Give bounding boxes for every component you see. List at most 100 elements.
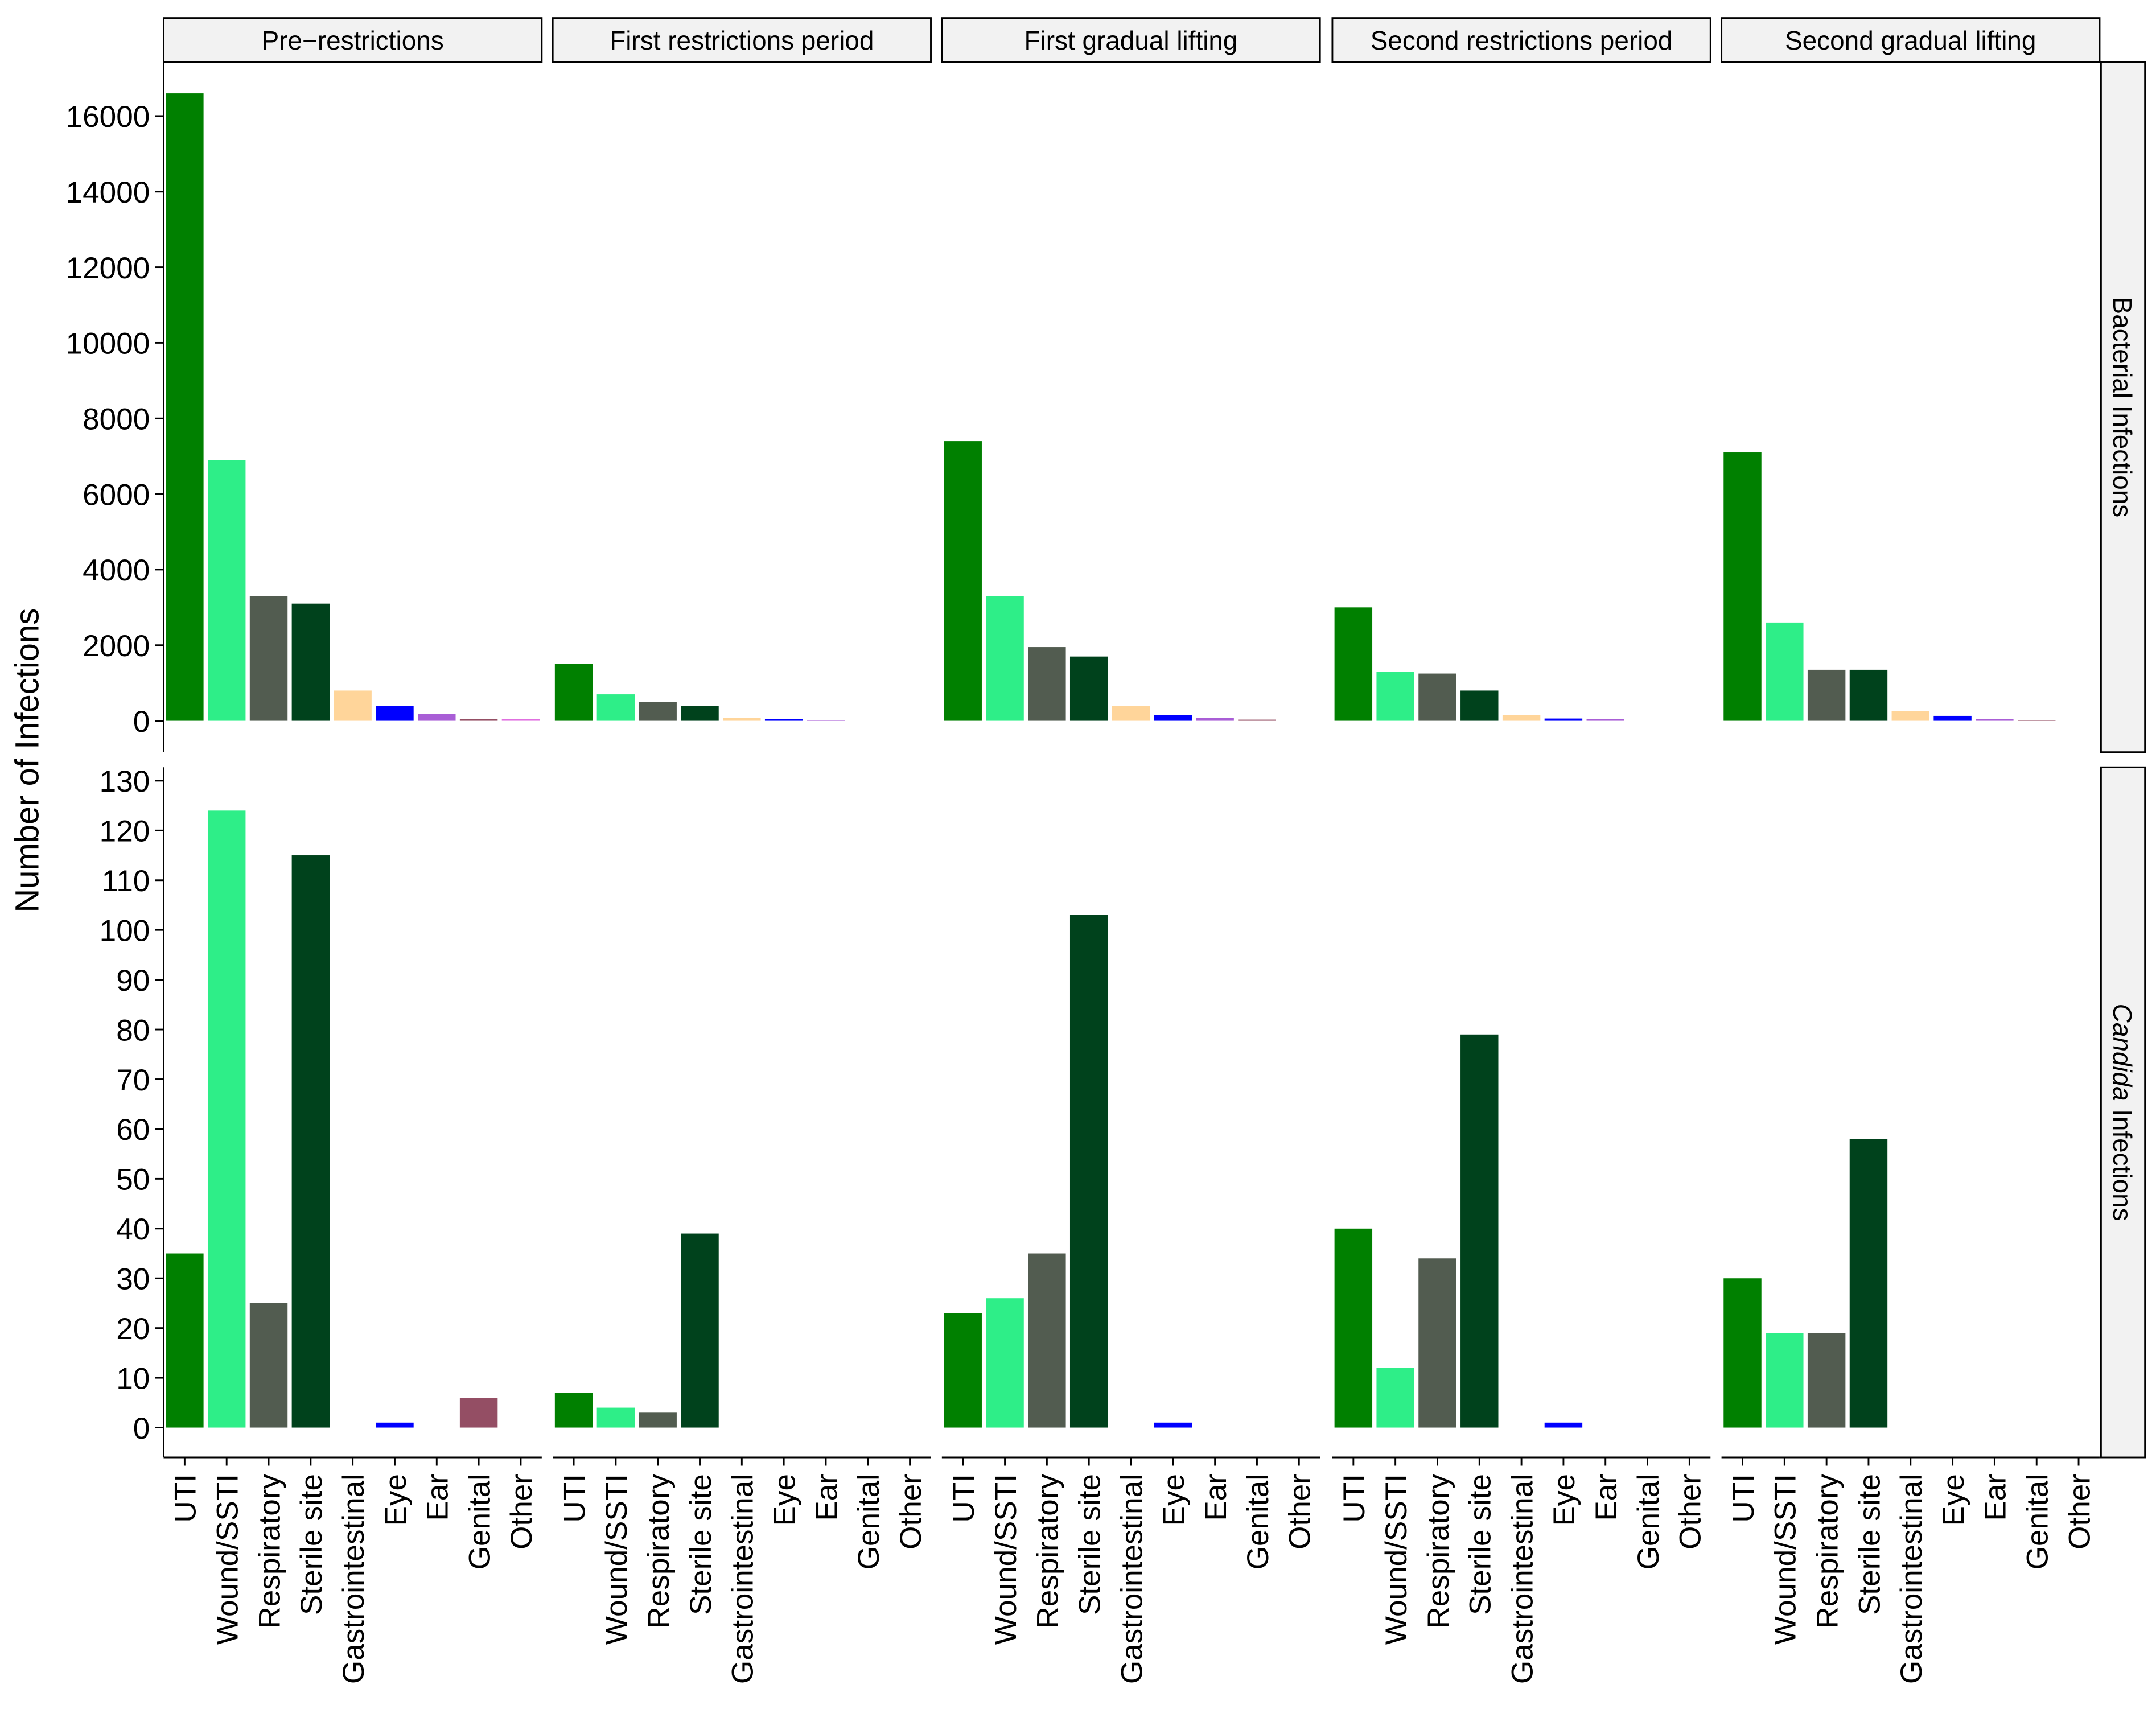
facet-label: Bacterial Infections xyxy=(2108,296,2137,517)
bar xyxy=(1849,669,1888,721)
bar xyxy=(1460,690,1499,721)
bar xyxy=(166,93,204,721)
x-tick-label: Genital xyxy=(852,1474,886,1570)
facet-label-part: Infections xyxy=(2108,1109,2137,1221)
bar xyxy=(1069,656,1108,721)
bar xyxy=(1460,1034,1499,1428)
bar xyxy=(207,460,246,721)
x-tick-label: Sterile site xyxy=(295,1474,328,1615)
x-tick-label: UTI xyxy=(1338,1474,1371,1523)
bar xyxy=(376,1422,414,1428)
bar xyxy=(249,596,288,721)
x-tick-label: Ear xyxy=(810,1474,844,1521)
x-tick-label: Other xyxy=(894,1474,928,1550)
y-tick-label: 0 xyxy=(133,1412,150,1445)
bar xyxy=(1933,715,1972,721)
y-tick-label: 4000 xyxy=(83,554,150,587)
x-tick-label: Ear xyxy=(1979,1474,2013,1521)
y-tick-label: 130 xyxy=(100,765,150,798)
facet-strip xyxy=(552,17,932,63)
x-tick-label: Eye xyxy=(1937,1474,1970,1526)
bar xyxy=(459,1398,498,1428)
y-tick-label: 6000 xyxy=(83,478,150,512)
facet-label: Second restrictions period xyxy=(1371,26,1673,55)
x-tick-label: UTI xyxy=(558,1474,591,1523)
bar xyxy=(1723,452,1762,721)
facet-label-part: Bacterial Infections xyxy=(2108,296,2137,517)
facet-label-part: Candida xyxy=(2108,1004,2137,1101)
bar xyxy=(1418,1258,1456,1428)
bar xyxy=(681,1233,719,1428)
y-tick-label: 40 xyxy=(116,1213,150,1246)
x-tick-label: UTI xyxy=(947,1474,981,1523)
bar xyxy=(1891,711,1929,721)
x-tick-label: Respiratory xyxy=(1811,1474,1844,1629)
bar xyxy=(1376,1368,1414,1428)
bar xyxy=(596,694,635,721)
x-tick-label: Respiratory xyxy=(1031,1474,1065,1629)
bar xyxy=(291,855,330,1428)
x-tick-label: Genital xyxy=(1632,1474,1665,1570)
bar xyxy=(1376,672,1414,721)
y-tick-label: 12000 xyxy=(66,252,150,285)
y-tick-label: 80 xyxy=(116,1014,150,1047)
bar xyxy=(764,719,803,721)
y-tick-label: 2000 xyxy=(83,629,150,663)
x-tick-label: UTI xyxy=(1727,1474,1760,1523)
facet-strip xyxy=(941,17,1321,63)
x-tick-label: Gastrointestinal xyxy=(1505,1474,1539,1684)
bar xyxy=(166,1253,204,1428)
bar xyxy=(639,1412,677,1428)
facet-label: First restrictions period xyxy=(610,26,874,55)
y-tick-label: 60 xyxy=(116,1113,150,1147)
x-tick-label: Wound/SSTI xyxy=(989,1474,1023,1645)
bar xyxy=(334,690,372,721)
facet-label: First gradual lifting xyxy=(1024,26,1238,55)
x-tick-label: Wound/SSTI xyxy=(1769,1474,1803,1645)
facet-strip xyxy=(2100,766,2146,1459)
y-tick-label: 14000 xyxy=(66,176,150,209)
bar xyxy=(207,810,246,1428)
x-tick-label: Wound/SSTI xyxy=(1380,1474,1413,1645)
bar xyxy=(639,702,677,721)
facet-strip xyxy=(2100,61,2146,753)
x-tick-label: Sterile site xyxy=(1073,1474,1107,1615)
bar xyxy=(1028,647,1066,721)
bar xyxy=(986,1298,1024,1428)
bar xyxy=(986,596,1024,721)
bar xyxy=(681,706,719,721)
x-tick-label: Eye xyxy=(768,1474,801,1526)
y-tick-label: 110 xyxy=(102,864,150,898)
bar xyxy=(723,718,761,721)
x-tick-label: Respiratory xyxy=(1422,1474,1455,1629)
facet-strip xyxy=(1331,17,1711,63)
y-tick-label: 90 xyxy=(116,964,150,998)
x-tick-label: Respiratory xyxy=(253,1474,286,1629)
bar xyxy=(1849,1139,1888,1428)
facet-label: Pre−restrictions xyxy=(262,26,444,55)
y-tick-label: 30 xyxy=(116,1263,150,1296)
x-tick-label: Sterile site xyxy=(684,1474,718,1615)
bar xyxy=(1766,1333,1804,1428)
y-tick-label: 10000 xyxy=(66,327,150,361)
bar xyxy=(1069,915,1108,1428)
bar xyxy=(1154,715,1192,721)
bar xyxy=(1586,719,1624,721)
bar xyxy=(1807,669,1846,721)
bar xyxy=(376,706,414,721)
x-tick-label: Ear xyxy=(421,1474,455,1521)
x-tick-label: Respiratory xyxy=(642,1474,676,1629)
facet-label: Second gradual lifting xyxy=(1785,26,2036,55)
y-tick-label: 10 xyxy=(116,1362,150,1395)
bar xyxy=(1723,1278,1762,1428)
y-tick-label: 70 xyxy=(116,1064,150,1097)
x-tick-label: Eye xyxy=(379,1474,413,1526)
bar xyxy=(554,1393,593,1428)
bar xyxy=(1766,622,1804,721)
facet-strip xyxy=(1721,17,2101,63)
x-tick-label: Other xyxy=(505,1474,538,1550)
x-tick-label: Gastrointestinal xyxy=(1115,1474,1149,1684)
bar xyxy=(1502,715,1541,721)
x-tick-label: Other xyxy=(1283,1474,1317,1550)
x-tick-label: UTI xyxy=(169,1474,203,1523)
